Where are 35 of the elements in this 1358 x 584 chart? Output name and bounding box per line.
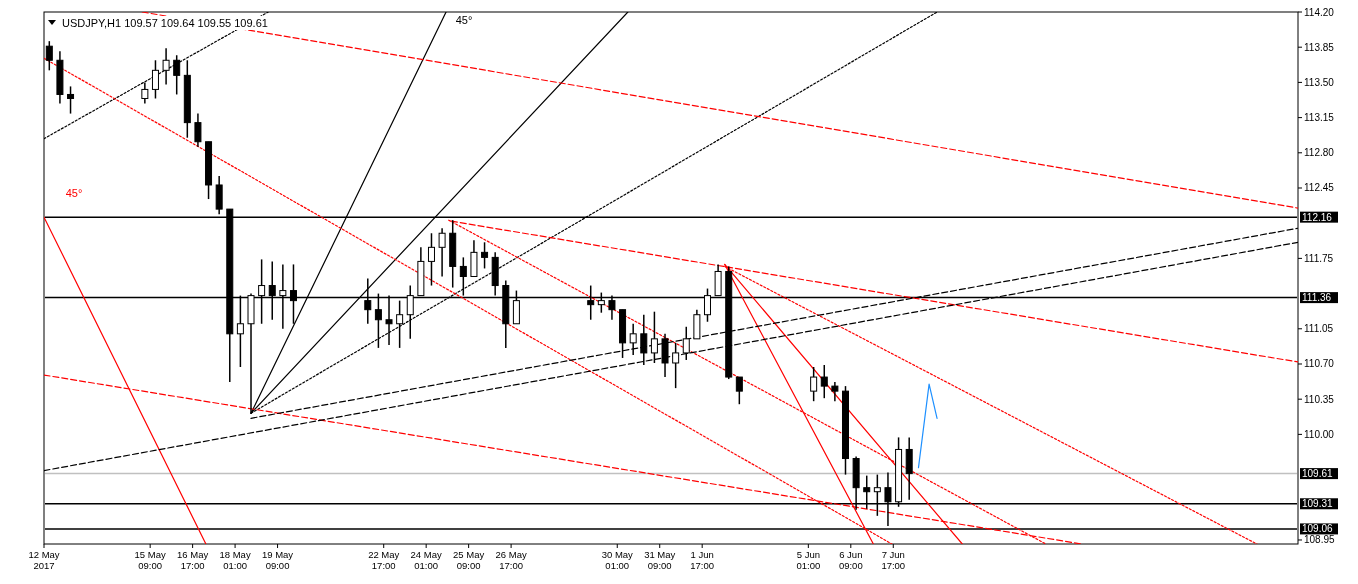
y-tick-label: 110.35 <box>1304 393 1335 405</box>
x-tick-label: 30 May 01:00 <box>601 549 634 571</box>
chart-title: USDJPY,H1 109.57 109.64 109.55 109.61 <box>62 17 268 29</box>
ref-line-label: 109.31 <box>1302 498 1334 510</box>
y-tick-label: 114.20 <box>1304 6 1335 18</box>
y-tick-label: 111.05 <box>1304 323 1334 335</box>
x-tick-label: 16 May 17:00 <box>177 549 209 571</box>
y-tick-label: 112.45 <box>1304 182 1335 194</box>
ref-line-label: 111.36 <box>1302 292 1332 304</box>
y-tick-label: 113.15 <box>1304 112 1335 124</box>
y-tick-label: 108.95 <box>1304 534 1336 546</box>
x-tick-label: 6 Jun 09:00 <box>838 549 863 571</box>
ref-line-label: 112.16 <box>1302 211 1333 223</box>
y-tick-label: 111.75 <box>1304 252 1334 264</box>
x-tick-label: 18 May 01:00 <box>219 549 251 571</box>
ref-line-label: 109.06 <box>1302 523 1334 535</box>
y-tick-label: 112.80 <box>1304 147 1335 159</box>
y-tick-label: 110.00 <box>1304 428 1335 440</box>
x-tick-label: 25 May 09:00 <box>453 549 485 571</box>
x-tick-label: 15 May 09:00 <box>134 549 166 571</box>
x-tick-label: 1 Jun 17:00 <box>690 549 715 571</box>
x-tick-label: 7 Jun 17:00 <box>881 549 906 571</box>
y-tick-label: 113.50 <box>1304 76 1335 88</box>
annotation: 45° <box>65 187 83 199</box>
y-tick-label: 113.85 <box>1304 41 1335 53</box>
annotation: 45° <box>455 14 473 26</box>
ref-line-label: 109.61 <box>1302 468 1334 480</box>
x-tick-label: 22 May 17:00 <box>368 549 400 571</box>
x-tick-label: 24 May 01:00 <box>410 549 442 571</box>
x-tick-label: 26 May 17:00 <box>495 549 527 571</box>
x-tick-label: 5 Jun 01:00 <box>796 549 821 571</box>
y-tick-label: 110.70 <box>1304 358 1335 370</box>
x-tick-label: 12 May 2017 <box>28 549 60 571</box>
x-tick-label: 19 May 09:00 <box>261 549 294 571</box>
x-tick-label: 31 May 09:00 <box>644 549 676 571</box>
